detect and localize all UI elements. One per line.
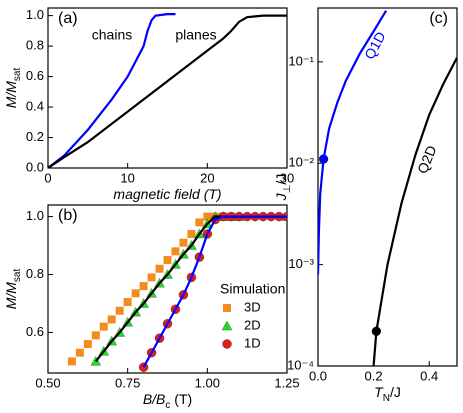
x-tick-label: 0.50 bbox=[35, 375, 60, 390]
marker-circle bbox=[222, 339, 232, 349]
curve bbox=[318, 10, 388, 275]
y-tick-label: 10⁻⁴ bbox=[287, 357, 314, 372]
marker-square bbox=[163, 256, 172, 265]
panel-label: (a) bbox=[58, 10, 78, 27]
curve bbox=[142, 215, 287, 368]
annotation: planes bbox=[175, 27, 216, 43]
legend-label: 1D bbox=[244, 335, 261, 350]
subscript: sat bbox=[12, 68, 23, 82]
marker-square bbox=[195, 218, 204, 227]
x-tick-label: 0.2 bbox=[365, 368, 383, 383]
marker-square bbox=[75, 348, 84, 357]
y-tick-label: 0.0 bbox=[26, 159, 44, 174]
y-tick-label: 0.2 bbox=[26, 129, 44, 144]
y-label: J⊥/J bbox=[273, 174, 293, 202]
legend-label: 3D bbox=[244, 299, 261, 314]
x-label: B/Bc (T) bbox=[143, 391, 192, 411]
marker-square bbox=[187, 229, 196, 238]
marker-square bbox=[67, 357, 76, 366]
marker-square bbox=[155, 264, 164, 273]
x-tick-label: 10 bbox=[120, 170, 134, 185]
x-tick-label: 0.0 bbox=[309, 368, 327, 383]
label-part: M/M bbox=[3, 81, 19, 109]
y-tick-label: 1.0 bbox=[26, 7, 44, 22]
y-tick-label: 10⁻¹ bbox=[288, 53, 314, 68]
marker-square bbox=[171, 247, 180, 256]
axes-frame bbox=[317, 7, 458, 367]
y-tick-label: 0.8 bbox=[26, 266, 44, 281]
marker-square bbox=[83, 340, 92, 349]
marker-square bbox=[99, 322, 108, 331]
x-tick-label: 0 bbox=[44, 170, 51, 185]
marker-square bbox=[123, 298, 132, 307]
curve bbox=[48, 13, 176, 168]
curve bbox=[372, 57, 457, 366]
curve bbox=[48, 14, 287, 168]
label-part: J bbox=[273, 192, 289, 201]
subscript: sat bbox=[12, 269, 23, 283]
y-tick-label: 10⁻³ bbox=[288, 256, 314, 271]
x-tick-label: 0.4 bbox=[420, 368, 438, 383]
marker-triangle bbox=[221, 320, 233, 331]
y-tick-label: 1.0 bbox=[26, 208, 44, 223]
legend-title: Simulation bbox=[220, 281, 285, 297]
marker-square bbox=[223, 304, 231, 312]
y-label: M/Msat bbox=[3, 269, 23, 310]
label-part: /J bbox=[273, 174, 289, 185]
panel-label: (b) bbox=[58, 207, 78, 224]
label-part: /J bbox=[390, 384, 401, 400]
y-tick-label: 0.4 bbox=[26, 98, 44, 113]
marker-square bbox=[139, 282, 148, 291]
legend-label: 2D bbox=[244, 317, 261, 332]
subscript: ⊥ bbox=[282, 185, 293, 194]
marker-square bbox=[179, 238, 188, 247]
label-part: (T) bbox=[170, 391, 192, 407]
y-tick-label: 0.6 bbox=[26, 68, 44, 83]
y-tick-label: 10⁻² bbox=[288, 155, 314, 170]
marker-square bbox=[107, 315, 116, 324]
subscript: c bbox=[165, 400, 170, 411]
marker-square bbox=[131, 289, 140, 298]
x-tick-label: 1.25 bbox=[274, 375, 299, 390]
marker-square bbox=[115, 306, 124, 315]
label-part: T bbox=[374, 384, 384, 400]
marker-square bbox=[203, 212, 212, 221]
y-tick-label: 0.6 bbox=[26, 324, 44, 339]
x-label: magnetic field (T) bbox=[113, 186, 221, 202]
x-tick-label: 20 bbox=[200, 170, 214, 185]
marker-square bbox=[147, 273, 156, 282]
annotation: chains bbox=[92, 27, 132, 43]
subscript: N bbox=[383, 393, 390, 404]
x-tick-label: 0.75 bbox=[115, 375, 140, 390]
axes-frame bbox=[47, 204, 288, 374]
y-label: M/Msat bbox=[3, 68, 23, 109]
axes-frame bbox=[47, 7, 288, 169]
x-label: TN/J bbox=[374, 384, 401, 404]
y-tick-label: 0.8 bbox=[26, 38, 44, 53]
label-part: magnetic field (T) bbox=[113, 186, 221, 202]
marker-square bbox=[91, 331, 100, 340]
label-part: B/B bbox=[143, 391, 166, 407]
x-tick-label: 30 bbox=[280, 170, 294, 185]
x-tick-label: 1.00 bbox=[195, 375, 220, 390]
label-part: M/M bbox=[3, 282, 19, 310]
panel-label: (c) bbox=[429, 10, 448, 27]
